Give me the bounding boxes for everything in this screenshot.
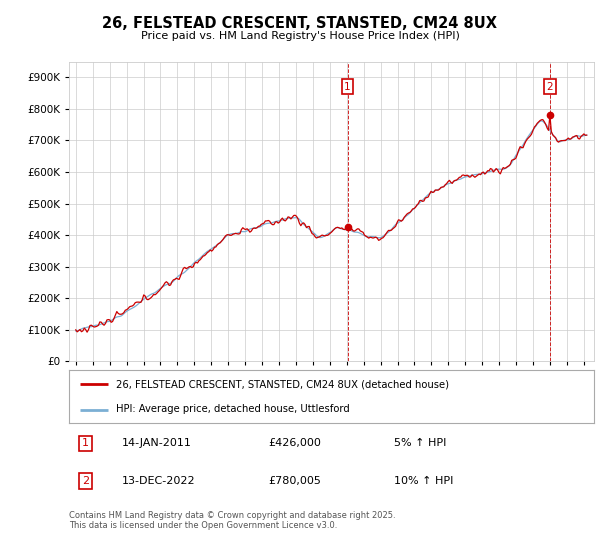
Text: 13-DEC-2022: 13-DEC-2022 bbox=[121, 476, 195, 486]
Text: £426,000: £426,000 bbox=[269, 438, 322, 449]
Text: 2: 2 bbox=[547, 82, 553, 92]
Text: £780,005: £780,005 bbox=[269, 476, 322, 486]
Text: 14-JAN-2011: 14-JAN-2011 bbox=[121, 438, 191, 449]
Text: 26, FELSTEAD CRESCENT, STANSTED, CM24 8UX: 26, FELSTEAD CRESCENT, STANSTED, CM24 8U… bbox=[103, 16, 497, 31]
Text: 26, FELSTEAD CRESCENT, STANSTED, CM24 8UX (detached house): 26, FELSTEAD CRESCENT, STANSTED, CM24 8U… bbox=[116, 380, 449, 390]
Text: Price paid vs. HM Land Registry's House Price Index (HPI): Price paid vs. HM Land Registry's House … bbox=[140, 31, 460, 41]
Text: 1: 1 bbox=[82, 438, 89, 449]
Text: Contains HM Land Registry data © Crown copyright and database right 2025.
This d: Contains HM Land Registry data © Crown c… bbox=[69, 511, 395, 530]
Text: 1: 1 bbox=[344, 82, 351, 92]
Text: 2: 2 bbox=[82, 476, 89, 486]
Text: 10% ↑ HPI: 10% ↑ HPI bbox=[395, 476, 454, 486]
Text: 5% ↑ HPI: 5% ↑ HPI bbox=[395, 438, 447, 449]
Text: HPI: Average price, detached house, Uttlesford: HPI: Average price, detached house, Uttl… bbox=[116, 404, 350, 414]
